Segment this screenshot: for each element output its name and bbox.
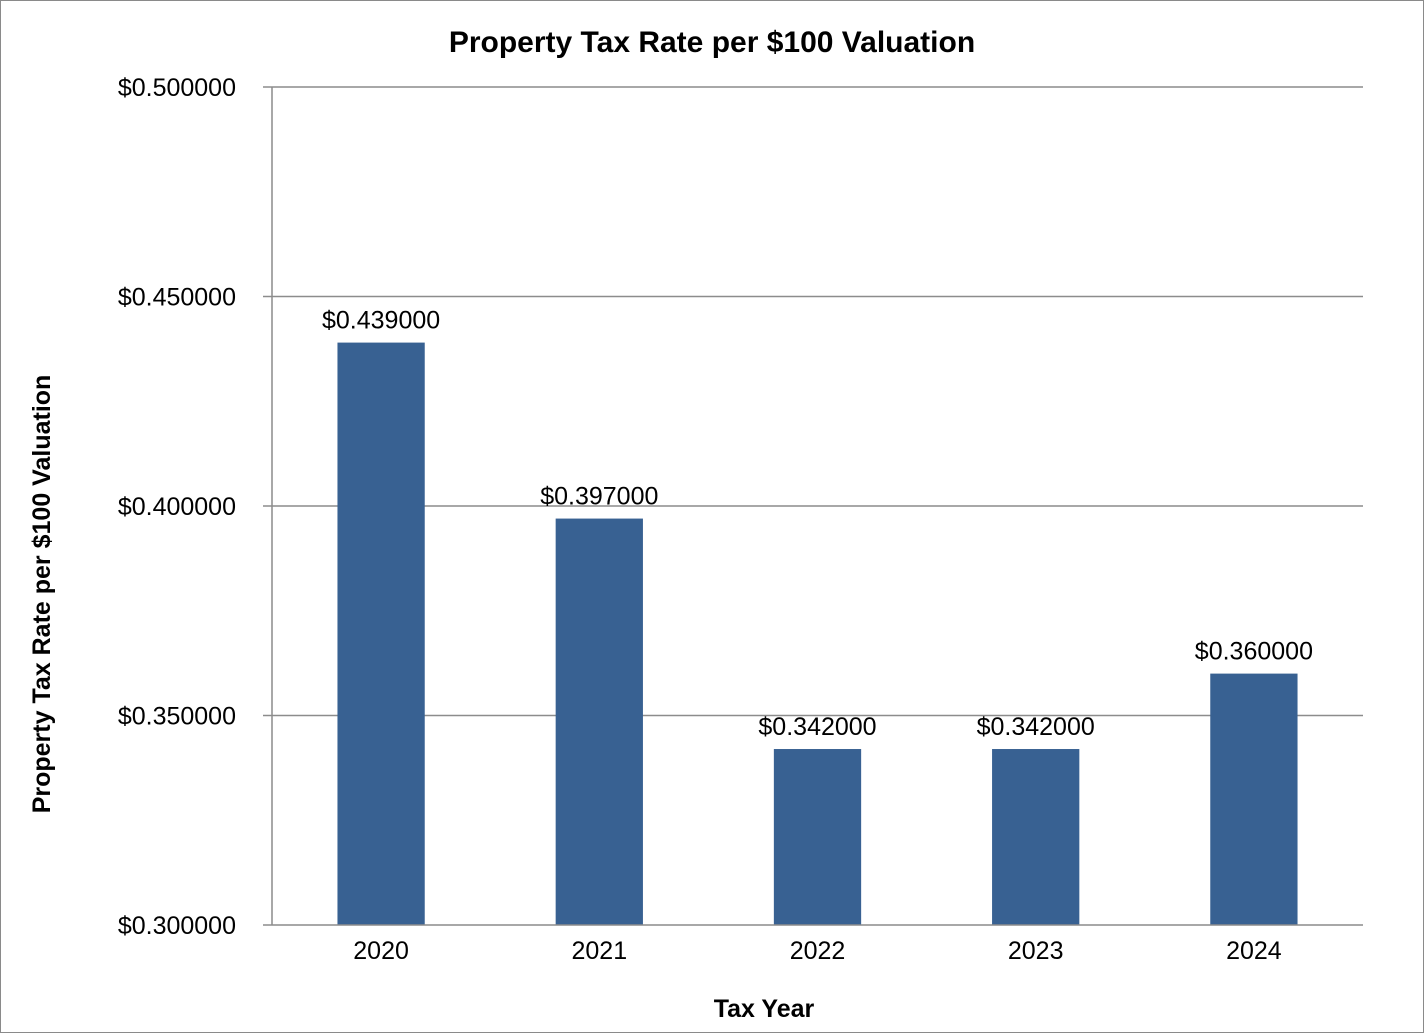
x-tick-label: 2024 xyxy=(1226,937,1282,965)
x-tick-label: 2020 xyxy=(353,937,409,965)
bars xyxy=(337,342,1298,926)
x-tick-label: 2022 xyxy=(790,937,846,965)
data-label-2024: $0.360000 xyxy=(1195,638,1313,666)
gridlines xyxy=(272,86,1363,717)
data-label-2023: $0.342000 xyxy=(977,713,1095,741)
data-label-2022: $0.342000 xyxy=(758,713,876,741)
y-tick-label: $0.500000 xyxy=(118,74,236,102)
x-tick-label: 2021 xyxy=(571,937,627,965)
bar-2024 xyxy=(1210,673,1298,925)
labels: $0.300000 $0.350000 $0.400000 $0.450000 $0.5… xyxy=(118,74,1313,965)
chart-title: Property Tax Rate per $100 Valuation xyxy=(449,26,975,59)
bar-2021 xyxy=(555,518,643,925)
x-tick-label: 2023 xyxy=(1008,937,1064,965)
data-label-2020: $0.439000 xyxy=(322,307,440,335)
y-tick-label: $0.450000 xyxy=(118,284,236,312)
x-axis-title: Tax Year xyxy=(714,995,815,1023)
y-axis-title: Property Tax Rate per $100 Valuation xyxy=(28,375,56,814)
y-tick-label: $0.300000 xyxy=(118,912,236,940)
y-tick-label: $0.400000 xyxy=(118,493,236,521)
bar-2023 xyxy=(992,749,1080,925)
bar-2022 xyxy=(773,749,862,925)
bar-2020 xyxy=(337,342,425,926)
y-tick-label: $0.350000 xyxy=(118,703,236,731)
axes xyxy=(263,86,1363,926)
data-label-2021: $0.397000 xyxy=(540,483,658,511)
